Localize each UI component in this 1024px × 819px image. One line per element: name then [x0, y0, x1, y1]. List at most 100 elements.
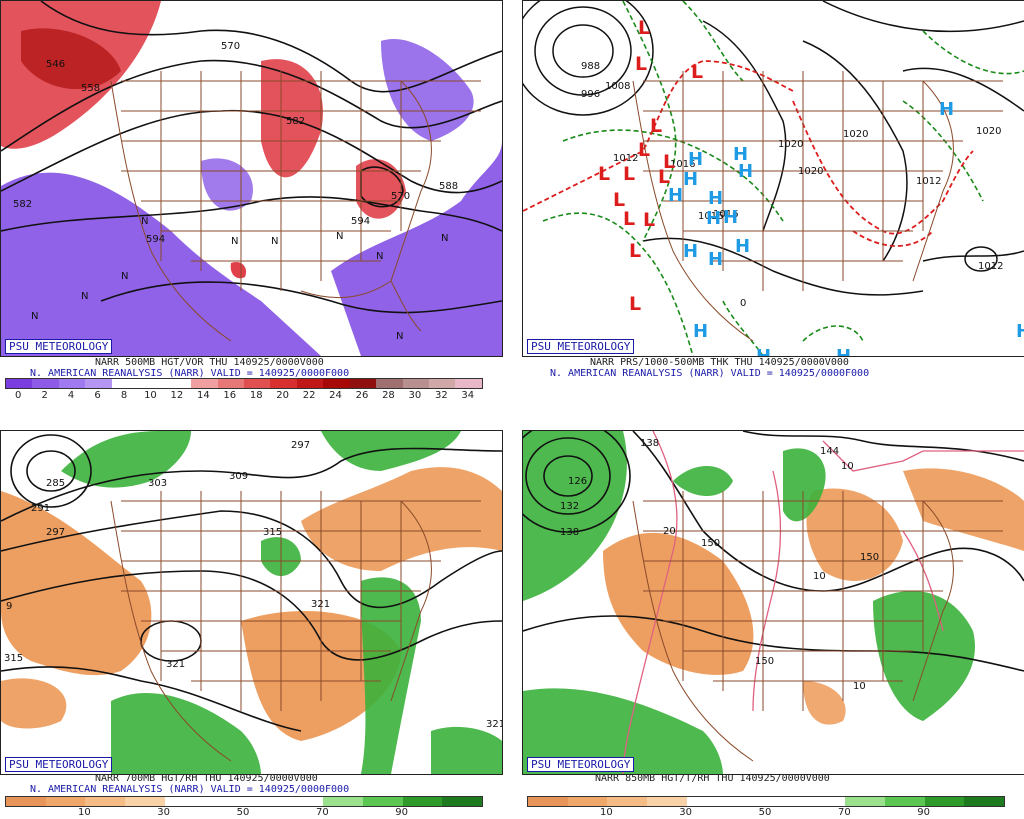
contour-label: N [336, 231, 344, 242]
colorbar-swatch [363, 797, 403, 806]
contour-label: 594 [351, 216, 371, 227]
contour-label: N [81, 291, 89, 302]
high-pressure-symbol: H [708, 188, 724, 209]
high-pressure-symbol: H [738, 161, 754, 182]
colorbar-swatch [111, 379, 139, 388]
colorbar-tick-label: 70 [837, 807, 851, 818]
low-pressure-symbol: L [658, 166, 671, 188]
contour-label: N [271, 236, 279, 247]
low-pressure-symbol: L [650, 115, 663, 137]
colorbar-tick-label: 10 [77, 807, 91, 818]
contour-label: 996 [581, 89, 601, 100]
colorbar-swatch [164, 797, 205, 806]
colorbar-tick-label: 20 [276, 390, 290, 401]
colorbar-swatch [766, 797, 806, 806]
colorbar-swatch [164, 379, 192, 388]
high-pressure-symbol: H [1016, 321, 1024, 342]
contour-label: N [396, 331, 404, 342]
colorbar-tick-label: 10 [599, 807, 613, 818]
colorbar-tick-label: 90 [917, 807, 931, 818]
contour-label: 150 [755, 656, 775, 667]
colorbar-swatch [204, 797, 245, 806]
colorbar-swatch [402, 797, 443, 806]
low-pressure-symbol: L [691, 61, 704, 83]
rh-colorbar-700 [5, 796, 483, 807]
psu-badge: PSU METEOROLOGY [527, 339, 635, 354]
contour-label: 594 [146, 234, 166, 245]
colorbar-tick-label: 30 [679, 807, 693, 818]
colorbar-swatch [726, 797, 767, 806]
high-pressure-symbol: H [683, 241, 699, 262]
colorbar-swatch [647, 797, 687, 806]
contour-label: N [31, 311, 39, 322]
colorbar-tick-label: 26 [355, 390, 369, 401]
contour-label: N [231, 236, 239, 247]
contour-label: 1016 [670, 159, 696, 170]
map-sfc [523, 1, 1024, 356]
caption-500mb-line2: N. AMERICAN REANALYSIS (NARR) VALID = 14… [30, 368, 350, 379]
contour-label: 315 [263, 527, 283, 538]
colorbar-swatch [323, 379, 350, 388]
map-850mb [523, 431, 1024, 774]
colorbar-swatch [125, 797, 165, 806]
contour-label: 138 [640, 438, 660, 449]
colorbar-tick-label: 70 [315, 807, 329, 818]
colorbar-swatch [191, 379, 218, 388]
vorticity-colorbar [5, 378, 483, 389]
colorbar-swatch [805, 797, 846, 806]
contour-label: 9 [6, 601, 13, 612]
map-700mb [1, 431, 502, 774]
colorbar-swatch [85, 379, 112, 388]
panel-700mb-rh: PSU METEOROLOGY 285 291 297 303 309 297 315 321… [0, 430, 503, 775]
low-pressure-symbol: L [663, 151, 676, 173]
colorbar-swatch [244, 797, 284, 806]
rh-colorbar-850-ticks: 10 30 50 70 90 [527, 807, 1003, 819]
high-pressure-symbol: H [756, 346, 772, 357]
colorbar-swatch [283, 797, 324, 806]
contour-label: 0 [740, 298, 747, 309]
colorbar-swatch [607, 797, 648, 806]
colorbar-swatch [528, 797, 568, 806]
contour-label: 1012 [916, 176, 942, 187]
contour-label: 546 [46, 59, 66, 70]
low-pressure-symbol: L [638, 17, 651, 39]
colorbar-tick-label: 30 [408, 390, 422, 401]
vorticity-colorbar-ticks: 0 2 4 6 8 10 12 14 16 18 20 22 24 26 28 30 32 34 [5, 390, 481, 402]
colorbar-swatch [964, 797, 1005, 806]
contour-label: 1016 [713, 209, 739, 220]
colorbar-swatch [845, 797, 886, 806]
low-pressure-symbol: L [623, 208, 636, 230]
contour-label: 20 [663, 526, 676, 537]
colorbar-tick-label: 50 [236, 807, 250, 818]
contour-label: N [376, 251, 384, 262]
colorbar-tick-label: 2 [41, 390, 48, 401]
contour-label: 1008 [605, 81, 631, 92]
colorbar-tick-label: 6 [94, 390, 101, 401]
colorbar-tick-label: 50 [758, 807, 772, 818]
contour-label: 1012 [978, 261, 1004, 272]
high-pressure-symbol: H [735, 236, 751, 257]
colorbar-swatch [58, 379, 86, 388]
colorbar-swatch [45, 797, 86, 806]
contour-label: N [121, 271, 129, 282]
high-pressure-symbol: H [836, 346, 852, 357]
panel-sfc-pressure-thickness: PSU METEOROLOGY 988 996 1008 1012 1016 1020 10… [522, 0, 1024, 357]
contour-label: 10 [813, 571, 826, 582]
colorbar-tick-label: 0 [15, 390, 22, 401]
colorbar-swatch [138, 379, 165, 388]
contour-label: 138 [560, 527, 580, 538]
contour-label: 570 [391, 191, 411, 202]
colorbar-tick-label: 16 [223, 390, 237, 401]
contour-label: 1016 [698, 211, 724, 222]
contour-label: 297 [46, 527, 66, 538]
caption-700mb-line1: NARR 700MB HGT/RH THU 140925/0000V000 [95, 773, 318, 784]
colorbar-tick-label: 28 [382, 390, 395, 401]
caption-700mb-line2: N. AMERICAN REANALYSIS (NARR) VALID = 14… [30, 784, 350, 795]
contour-label: 126 [568, 476, 588, 487]
low-pressure-symbol: L [629, 293, 642, 315]
contour-label: 588 [439, 181, 459, 192]
colorbar-tick-label: 90 [395, 807, 409, 818]
contour-label: 1012 [613, 153, 639, 164]
colorbar-swatch [217, 379, 244, 388]
contour-label: 10 [853, 681, 866, 692]
